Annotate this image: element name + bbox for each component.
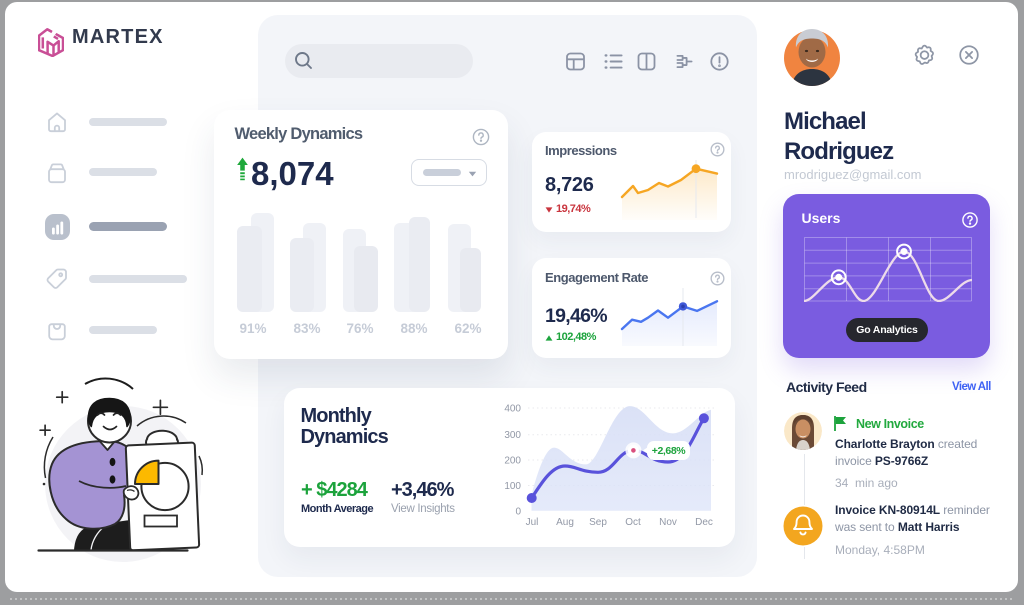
svg-text:Dec: Dec	[695, 517, 713, 528]
svg-text:200: 200	[504, 456, 521, 467]
svg-text:400: 400	[504, 404, 521, 415]
svg-text:Aug: Aug	[556, 517, 574, 528]
svg-text:Sep: Sep	[589, 517, 607, 528]
svg-text:Jul: Jul	[526, 517, 539, 528]
svg-text:Oct: Oct	[625, 517, 641, 528]
svg-text:Nov: Nov	[659, 517, 677, 528]
svg-text:+2,68%: +2,68%	[652, 445, 687, 457]
svg-text:0: 0	[515, 506, 521, 517]
svg-text:100: 100	[504, 481, 521, 492]
svg-text:300: 300	[504, 430, 521, 441]
